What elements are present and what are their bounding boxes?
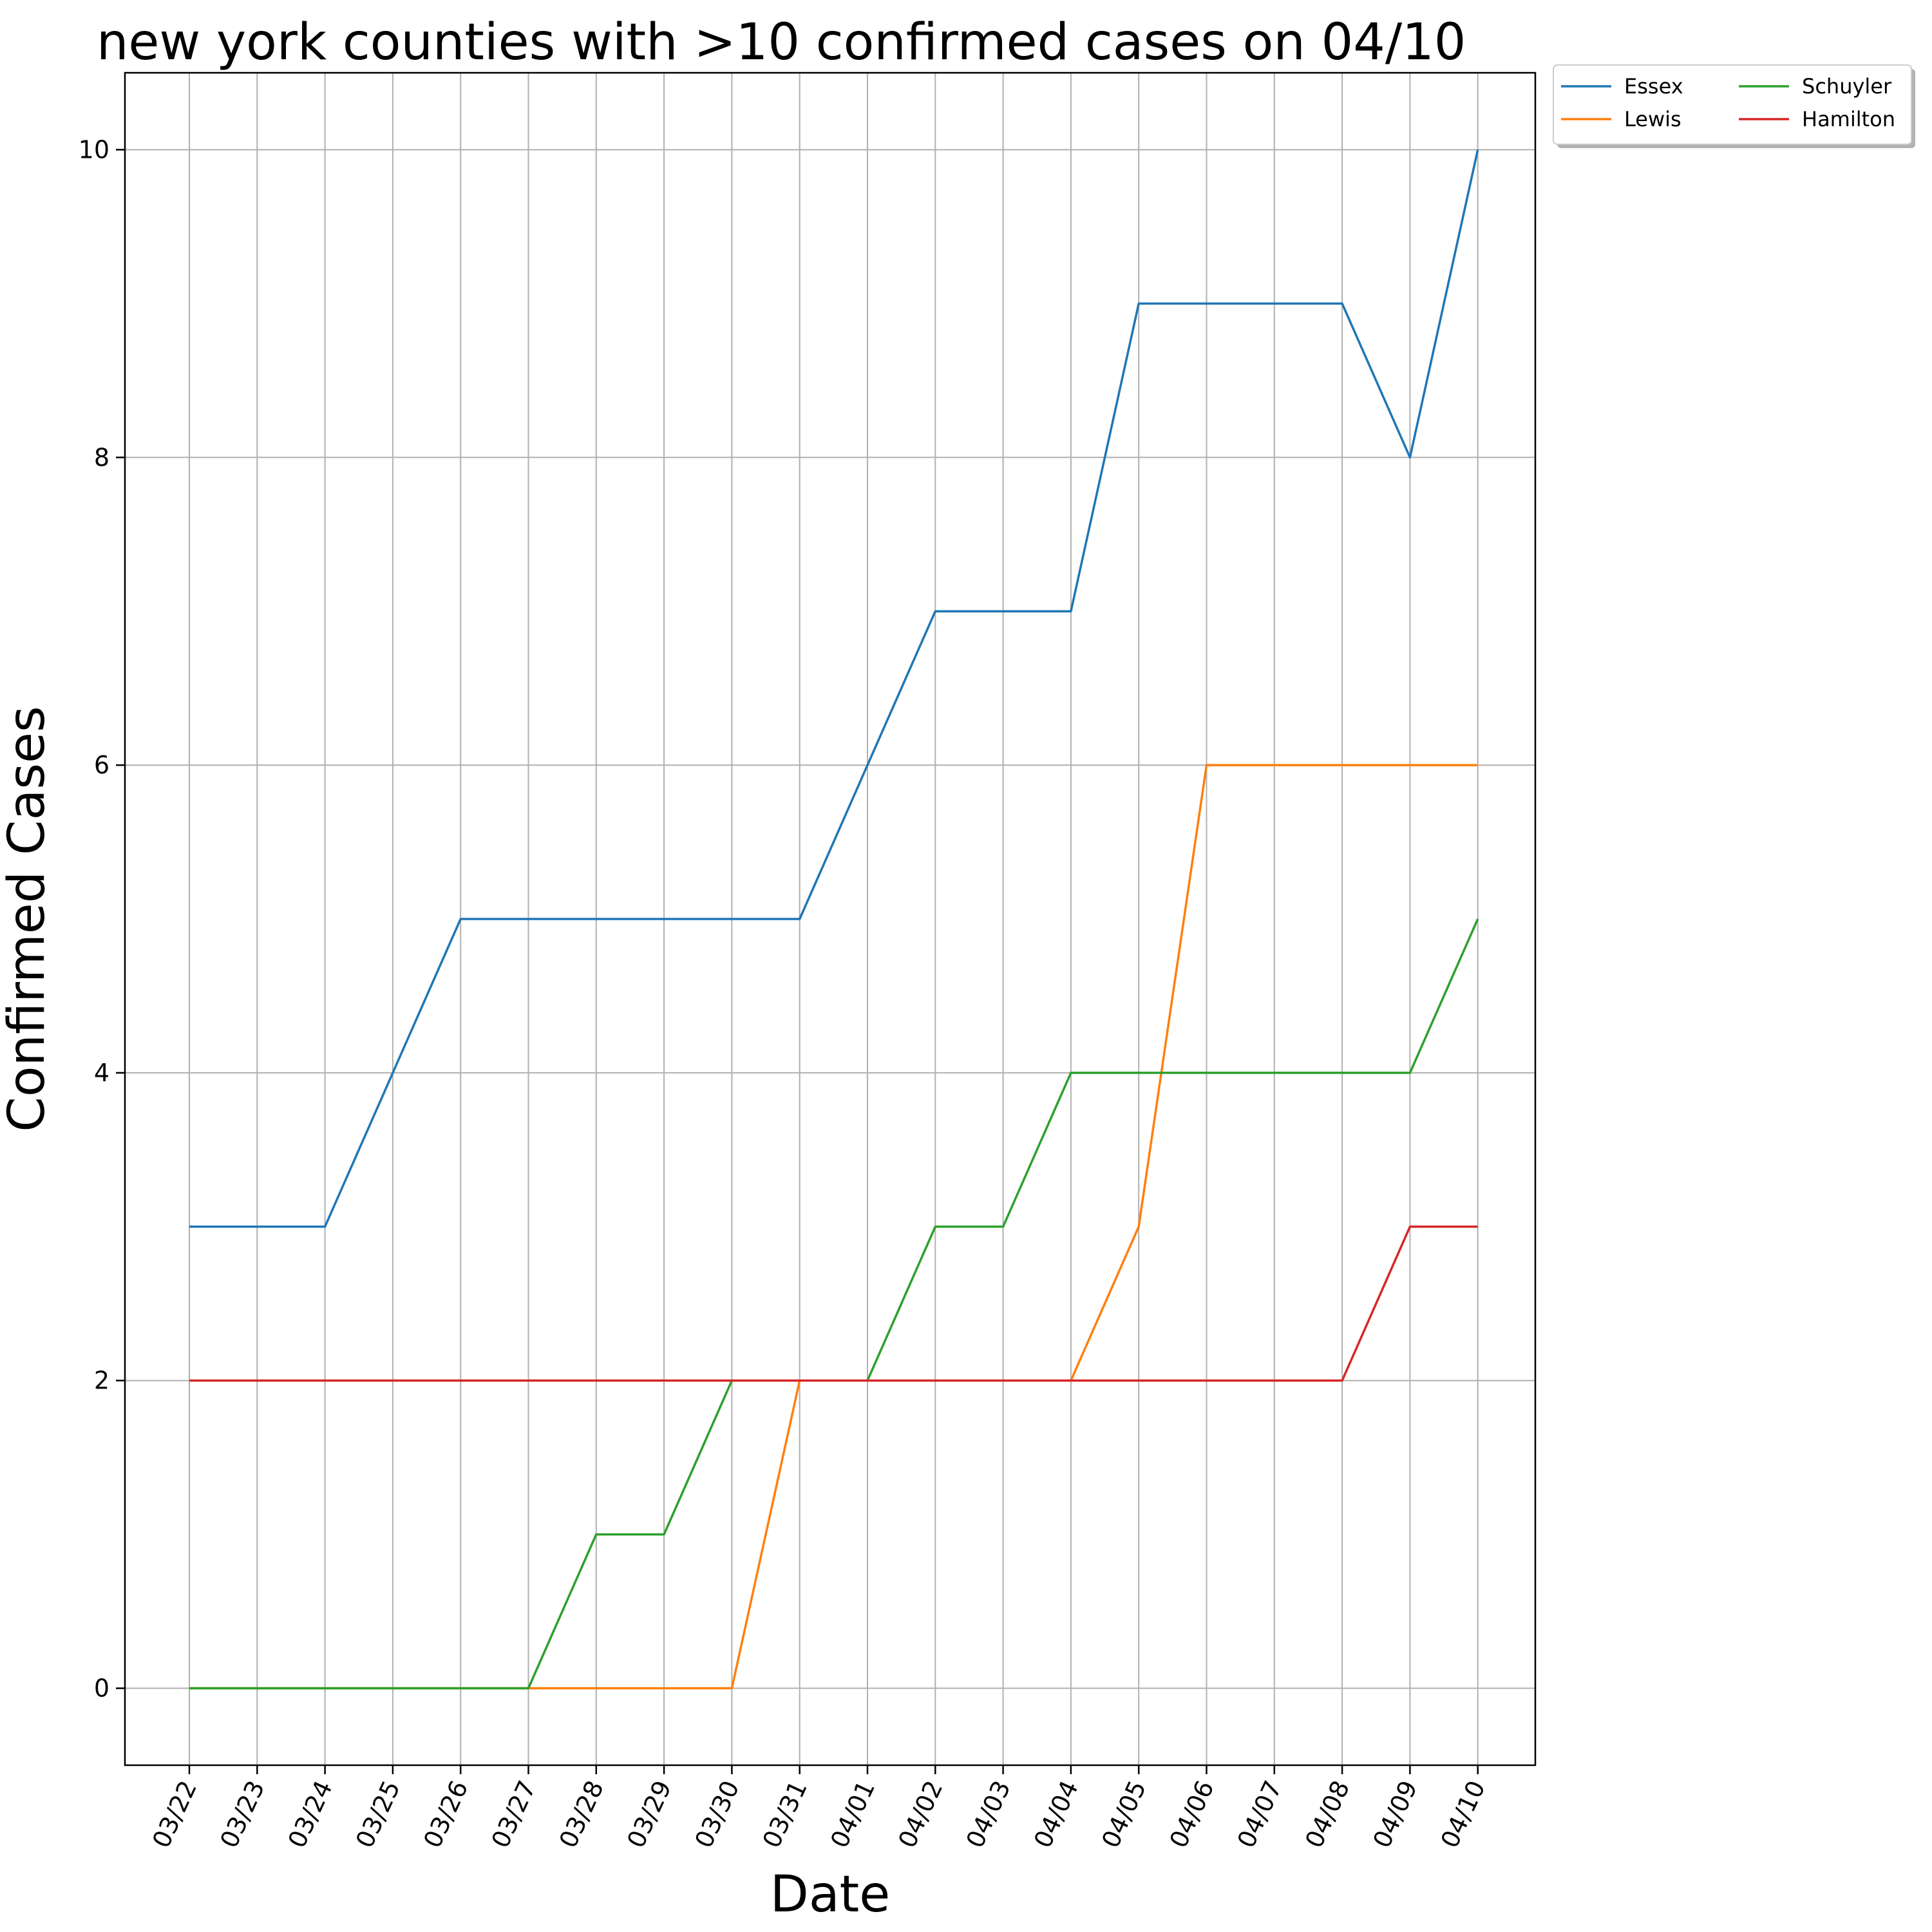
y-axis: 0 2 4 6 8 10	[79, 135, 125, 1703]
series-line-essex	[189, 149, 1479, 1228]
x-tick-label: 03/29	[621, 1776, 677, 1852]
series-line-lewis	[189, 764, 1478, 1690]
x-axis: 03/22 03/23 03/24 03/25 03/26 03/27 03/28 03/29…	[147, 1765, 1491, 1852]
y-tick-label: 10	[79, 135, 109, 164]
y-tick-label: 8	[94, 443, 109, 471]
y-axis-label: Confirmed Cases	[0, 706, 56, 1132]
grid	[125, 73, 1535, 1765]
legend-label-essex: Essex	[1624, 74, 1683, 99]
plot-frame	[124, 71, 1537, 1766]
x-tick-label: 04/04	[1028, 1776, 1084, 1852]
x-tick-label: 04/08	[1300, 1776, 1355, 1852]
legend: Essex Lewis Schuyler Hamilton	[1553, 64, 1915, 148]
x-tick-label: 04/01	[825, 1776, 880, 1852]
x-tick-label: 03/24	[283, 1776, 338, 1852]
legend-label-schuyler: Schuyler	[1802, 74, 1892, 99]
y-tick-label: 0	[94, 1674, 109, 1703]
x-tick-label: 03/26	[418, 1776, 473, 1852]
series-lines	[189, 149, 1479, 1690]
x-tick-label: 03/23	[214, 1776, 270, 1852]
x-tick-label: 03/22	[147, 1776, 202, 1852]
x-tick-label: 03/28	[554, 1776, 609, 1852]
series-line-schuyler	[189, 918, 1479, 1690]
x-tick-label: 04/06	[1164, 1776, 1219, 1852]
chart-title: new york counties with >10 confirmed cas…	[97, 14, 1466, 71]
legend-label-lewis: Lewis	[1624, 107, 1681, 131]
series-line-hamilton	[189, 1226, 1478, 1382]
legend-box	[1553, 64, 1912, 145]
y-tick-label: 4	[94, 1059, 109, 1087]
x-tick-label: 04/02	[893, 1776, 948, 1852]
x-tick-label: 04/10	[1435, 1776, 1491, 1852]
x-tick-label: 04/09	[1367, 1776, 1423, 1852]
x-tick-label: 04/07	[1232, 1776, 1287, 1852]
x-tick-label: 03/31	[757, 1776, 813, 1852]
x-tick-label: 04/03	[961, 1776, 1016, 1852]
y-tick-label: 6	[94, 751, 109, 779]
x-tick-label: 03/25	[350, 1776, 406, 1852]
x-axis-label: Date	[770, 1866, 890, 1924]
x-tick-label: 03/27	[486, 1776, 541, 1852]
x-tick-label: 04/05	[1096, 1776, 1151, 1852]
y-tick-label: 2	[94, 1367, 109, 1395]
x-tick-label: 03/30	[689, 1776, 744, 1852]
legend-label-hamilton: Hamilton	[1802, 107, 1895, 131]
